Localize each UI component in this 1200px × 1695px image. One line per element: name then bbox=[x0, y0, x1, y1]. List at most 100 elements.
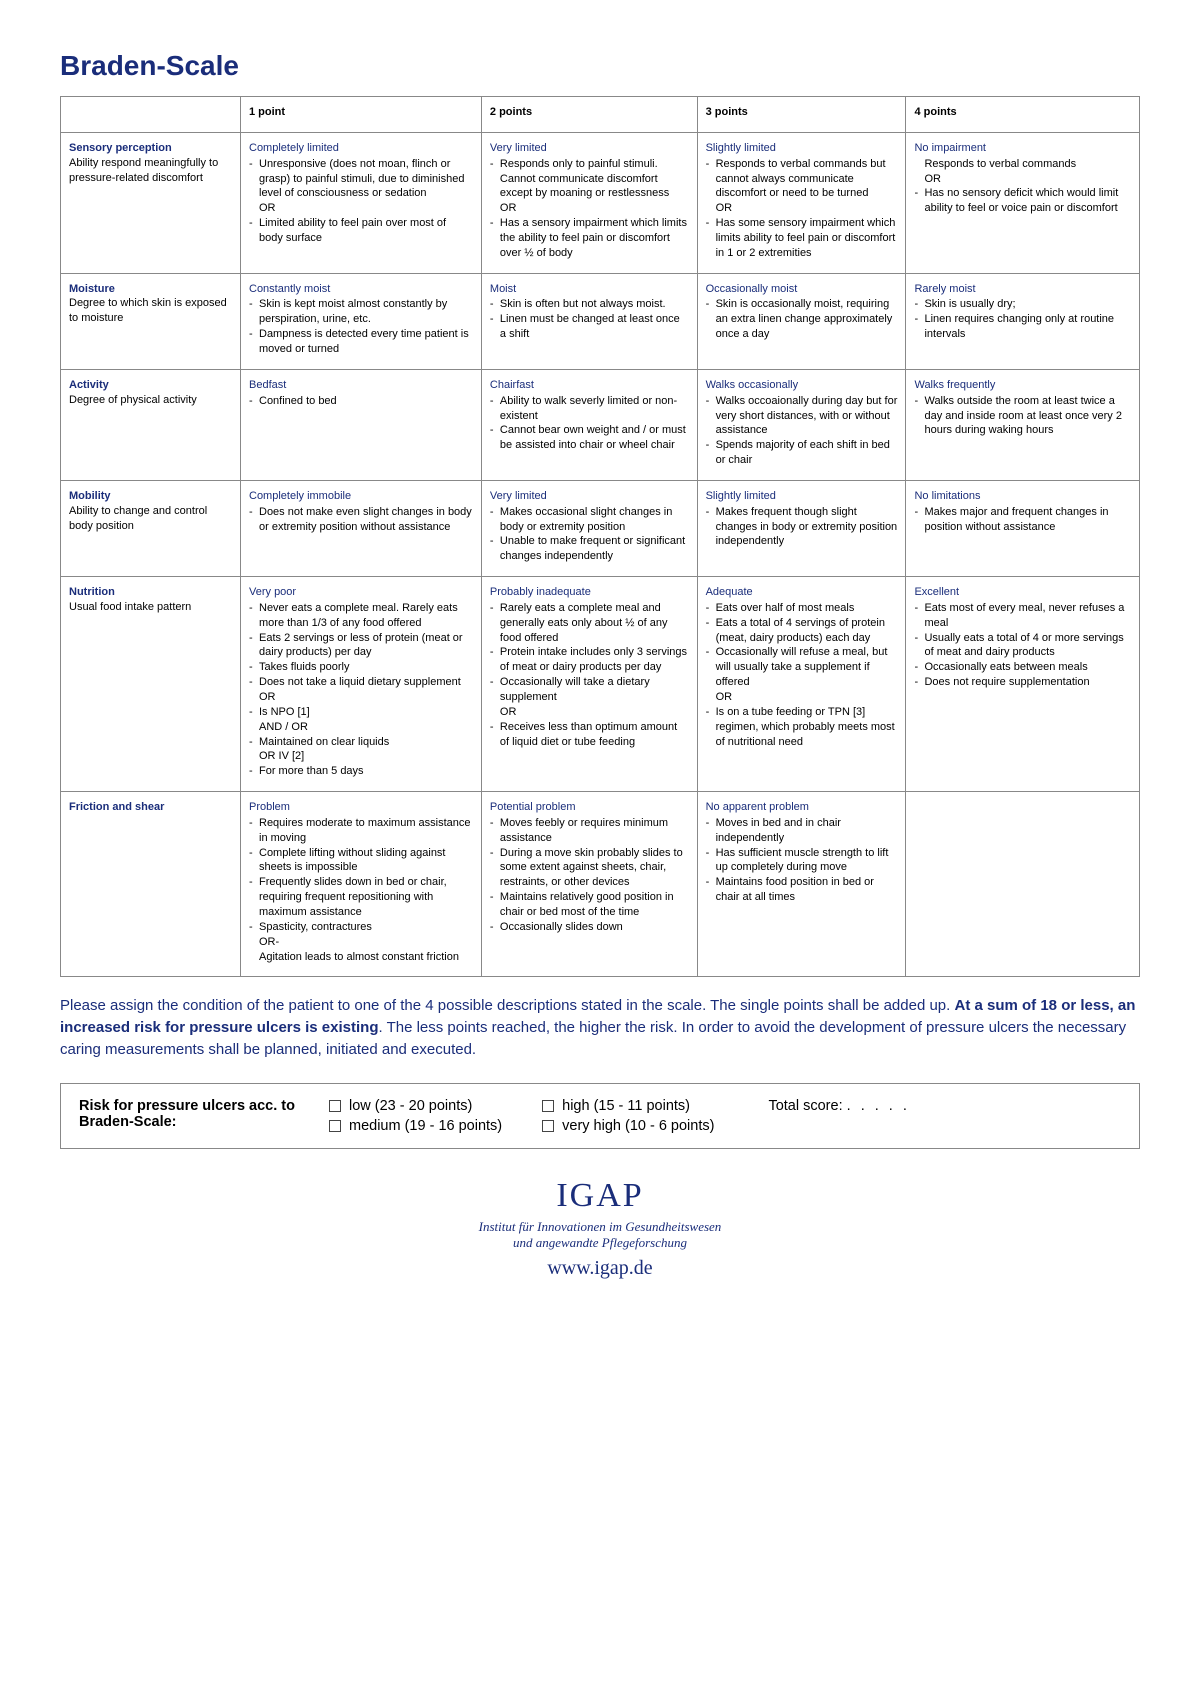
category-name: Activity bbox=[69, 378, 232, 393]
list-item: Has no sensory deficit which would limit… bbox=[914, 186, 1131, 216]
cell-heading: Constantly moist bbox=[249, 282, 473, 297]
score-cell: Occasionally moistSkin is occasionally m… bbox=[697, 273, 906, 369]
category-desc: Ability respond meaningfully to pressure… bbox=[69, 156, 232, 186]
list-item: Has a sensory impairment which limits th… bbox=[490, 216, 689, 261]
cell-heading: No limitations bbox=[914, 489, 1131, 504]
list-item: Is on a tube feeding or TPN [3] regimen,… bbox=[706, 705, 898, 750]
category-name: Mobility bbox=[69, 489, 232, 504]
score-cell: Slightly limitedMakes frequent though sl… bbox=[697, 480, 906, 576]
score-cell: Very limitedMakes occasional slight chan… bbox=[481, 480, 697, 576]
score-cell: Very poorNever eats a complete meal. Rar… bbox=[241, 577, 482, 792]
list-item: Complete lifting without sliding against… bbox=[249, 846, 473, 876]
list-item: Does not take a liquid dietary supplemen… bbox=[249, 675, 473, 690]
risk-option[interactable]: low (23 - 20 points) bbox=[329, 1098, 502, 1114]
list-item: Eats over half of most meals bbox=[706, 601, 898, 616]
category-cell: Sensory perceptionAbility respond meanin… bbox=[61, 132, 241, 273]
list-item: Is NPO [1] bbox=[249, 705, 473, 720]
list-item: Dampness is detected every time patient … bbox=[249, 327, 473, 357]
cell-heading: Slightly limited bbox=[706, 489, 898, 504]
cell-heading: No impairment bbox=[914, 141, 1131, 156]
score-cell bbox=[906, 792, 1140, 977]
risk-option[interactable]: medium (19 - 16 points) bbox=[329, 1118, 502, 1134]
list-item: Unresponsive (does not moan, flinch or g… bbox=[249, 157, 473, 202]
risk-option[interactable]: high (15 - 11 points) bbox=[542, 1098, 714, 1114]
list-item: Eats a total of 4 servings of protein (m… bbox=[706, 616, 898, 646]
risk-label: Risk for pressure ulcers acc. to Braden-… bbox=[79, 1098, 299, 1134]
checkbox-icon[interactable] bbox=[329, 1100, 341, 1112]
table-row: ActivityDegree of physical activityBedfa… bbox=[61, 369, 1140, 480]
list-item: Rarely eats a complete meal and generall… bbox=[490, 601, 689, 646]
total-score: Total score: . . . . . bbox=[768, 1098, 909, 1134]
list-item: Responds to verbal commands but cannot a… bbox=[706, 157, 898, 202]
risk-option[interactable]: very high (10 - 6 points) bbox=[542, 1118, 714, 1134]
website: www.igap.de bbox=[60, 1257, 1140, 1280]
list-item: Has sufficient muscle strength to lift u… bbox=[706, 846, 898, 876]
table-row: Sensory perceptionAbility respond meanin… bbox=[61, 132, 1140, 273]
list-item: OR bbox=[249, 201, 473, 216]
org-line-2: und angewandte Pflegeforschung bbox=[60, 1235, 1140, 1251]
category-cell: NutritionUsual food intake pattern bbox=[61, 577, 241, 792]
score-cell: ProblemRequires moderate to maximum assi… bbox=[241, 792, 482, 977]
risk-box: Risk for pressure ulcers acc. to Braden-… bbox=[60, 1083, 1140, 1149]
checkbox-icon[interactable] bbox=[329, 1120, 341, 1132]
list-item: Does not make even slight changes in bod… bbox=[249, 505, 473, 535]
score-cell: Constantly moistSkin is kept moist almos… bbox=[241, 273, 482, 369]
cell-heading: Adequate bbox=[706, 585, 898, 600]
category-name: Nutrition bbox=[69, 585, 232, 600]
list-item: Unable to make frequent or significant c… bbox=[490, 534, 689, 564]
score-cell: Slightly limitedResponds to verbal comma… bbox=[697, 132, 906, 273]
col-category bbox=[61, 97, 241, 133]
cell-heading: Rarely moist bbox=[914, 282, 1131, 297]
list-item: Eats 2 servings or less of protein (meat… bbox=[249, 631, 473, 661]
table-row: NutritionUsual food intake patternVery p… bbox=[61, 577, 1140, 792]
list-item: OR bbox=[914, 172, 1131, 187]
list-item: Linen requires changing only at routine … bbox=[914, 312, 1131, 342]
cell-heading: Very limited bbox=[490, 489, 689, 504]
list-item: Maintains food position in bed or chair … bbox=[706, 875, 898, 905]
list-item: Linen must be changed at least once a sh… bbox=[490, 312, 689, 342]
checkbox-icon[interactable] bbox=[542, 1100, 554, 1112]
list-item: Limited ability to feel pain over most o… bbox=[249, 216, 473, 246]
cell-heading: Problem bbox=[249, 800, 473, 815]
list-item: OR bbox=[249, 690, 473, 705]
table-row: MoistureDegree to which skin is exposed … bbox=[61, 273, 1140, 369]
cell-heading: Potential problem bbox=[490, 800, 689, 815]
list-item: Maintains relatively good position in ch… bbox=[490, 890, 689, 920]
risk-option-label: very high (10 - 6 points) bbox=[562, 1118, 714, 1134]
footer: IGAP Institut für Innovationen im Gesund… bbox=[60, 1177, 1140, 1280]
table-row: MobilityAbility to change and control bo… bbox=[61, 480, 1140, 576]
list-item: Requires moderate to maximum assistance … bbox=[249, 816, 473, 846]
list-item: Skin is usually dry; bbox=[914, 297, 1131, 312]
list-item: OR IV [2] bbox=[249, 749, 473, 764]
list-item: OR bbox=[706, 690, 898, 705]
braden-table: 1 point2 points3 points4 points Sensory … bbox=[60, 96, 1140, 977]
list-item: Moves feebly or requires minimum assista… bbox=[490, 816, 689, 846]
list-item: Spends majority of each shift in bed or … bbox=[706, 438, 898, 468]
cell-heading: Walks frequently bbox=[914, 378, 1131, 393]
risk-option-label: medium (19 - 16 points) bbox=[349, 1118, 502, 1134]
category-cell: MobilityAbility to change and control bo… bbox=[61, 480, 241, 576]
list-item: During a move skin probably slides to so… bbox=[490, 846, 689, 891]
risk-option-label: low (23 - 20 points) bbox=[349, 1098, 472, 1114]
category-desc: Usual food intake pattern bbox=[69, 600, 232, 615]
category-cell: Friction and shear bbox=[61, 792, 241, 977]
category-desc: Ability to change and control body posit… bbox=[69, 504, 232, 534]
cell-heading: Very limited bbox=[490, 141, 689, 156]
category-name: Moisture bbox=[69, 282, 232, 297]
list-item: Occasionally eats between meals bbox=[914, 660, 1131, 675]
checkbox-icon[interactable] bbox=[542, 1120, 554, 1132]
list-item: OR- bbox=[249, 935, 473, 950]
list-item: Makes major and frequent changes in posi… bbox=[914, 505, 1131, 535]
list-item: Agitation leads to almost constant frict… bbox=[249, 950, 473, 965]
score-cell: No limitationsMakes major and frequent c… bbox=[906, 480, 1140, 576]
list-item: Responds only to painful stimuli. Cannot… bbox=[490, 157, 689, 202]
list-item: Frequently slides down in bed or chair, … bbox=[249, 875, 473, 920]
score-cell: ChairfastAbility to walk severly limited… bbox=[481, 369, 697, 480]
score-cell: ExcellentEats most of every meal, never … bbox=[906, 577, 1140, 792]
list-item: Occasionally will refuse a meal, but wil… bbox=[706, 645, 898, 690]
logo: IGAP bbox=[60, 1177, 1140, 1215]
score-cell: Completely immobileDoes not make even sl… bbox=[241, 480, 482, 576]
col-points-4: 4 points bbox=[906, 97, 1140, 133]
score-cell: Completely limitedUnresponsive (does not… bbox=[241, 132, 482, 273]
cell-heading: Slightly limited bbox=[706, 141, 898, 156]
